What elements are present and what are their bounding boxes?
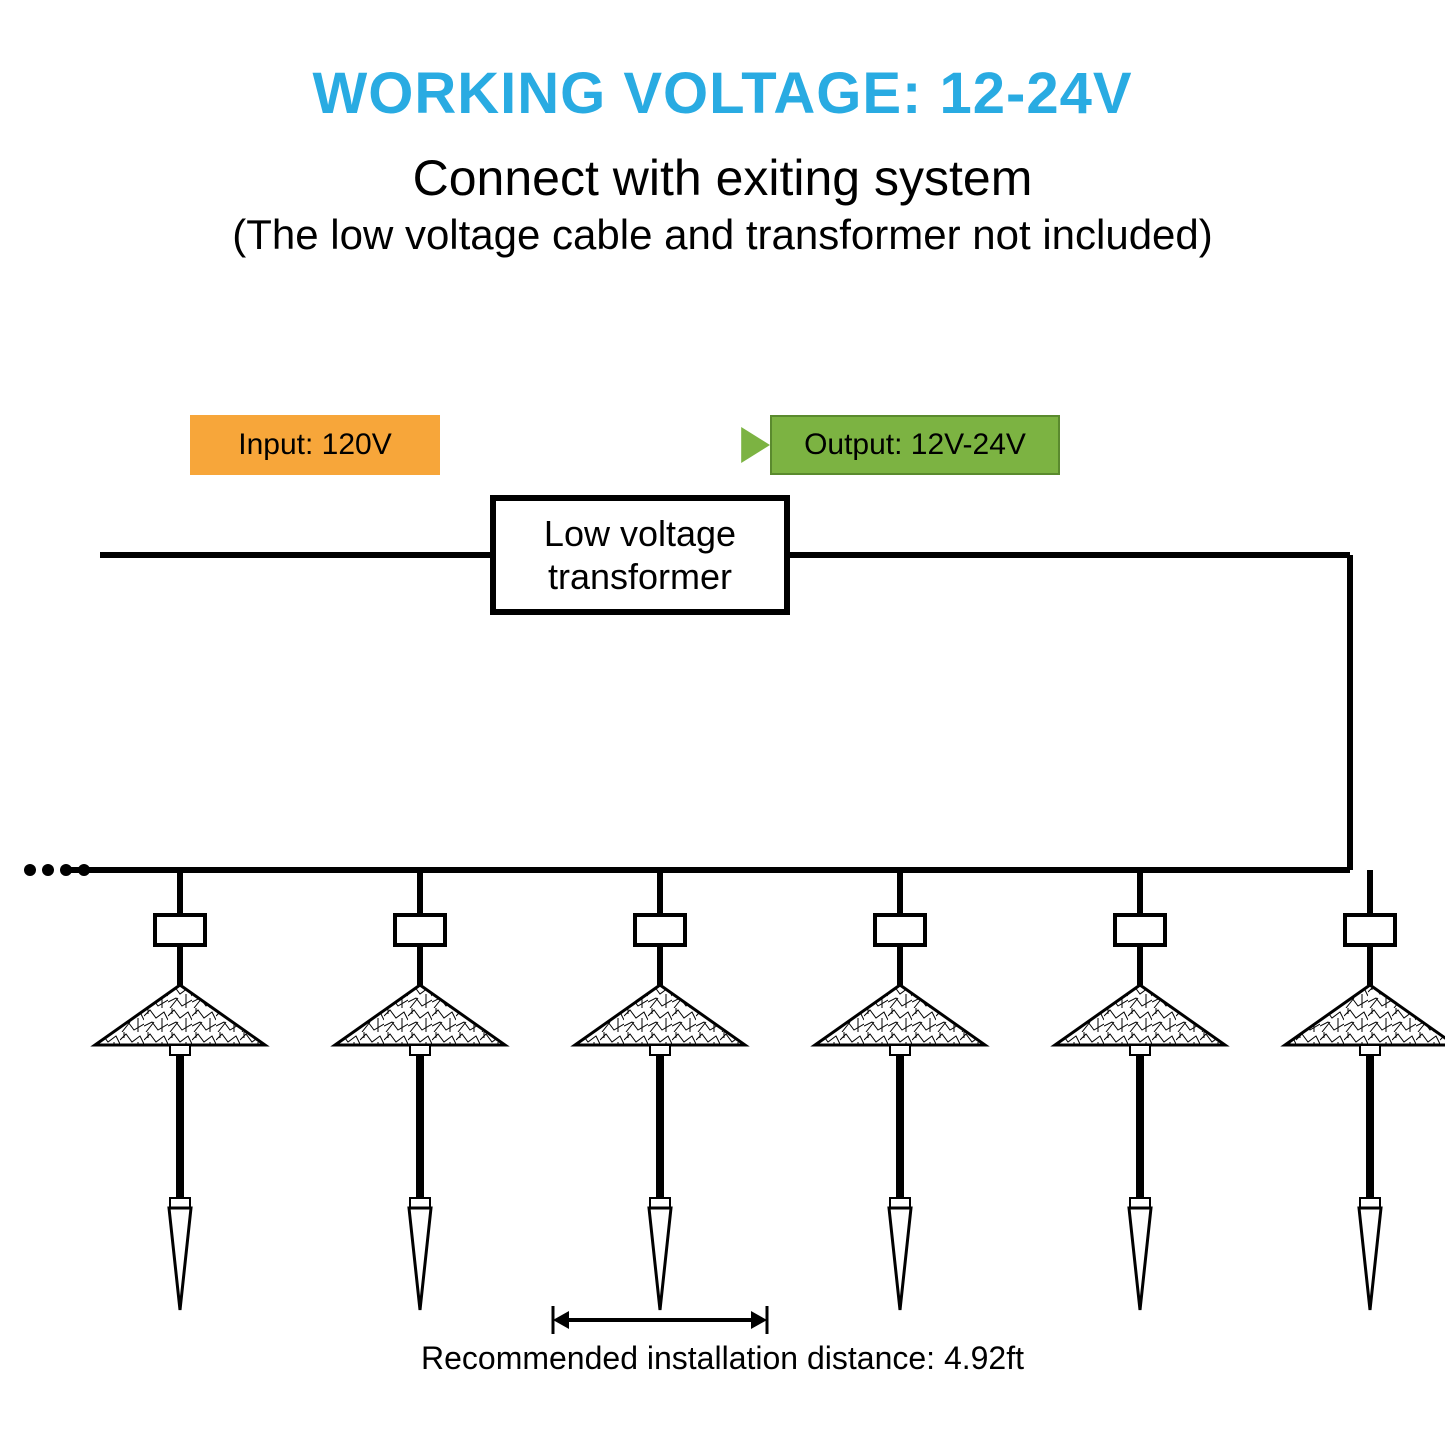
page-note: (The low voltage cable and transformer n… — [0, 211, 1445, 259]
output-voltage-box: Output: 12V-24V — [770, 415, 1060, 475]
page-subtitle: Connect with exiting system — [0, 149, 1445, 207]
input-voltage-label: Input: 120V — [238, 428, 391, 462]
transformer-box: Low voltage transformer — [490, 495, 790, 615]
output-voltage-label: Output: 12V-24V — [804, 428, 1026, 462]
page-title: WORKING VOLTAGE: 12-24V — [0, 60, 1445, 127]
transformer-label-line2: transformer — [544, 555, 736, 598]
input-voltage-box: Input: 120V — [190, 415, 440, 475]
distance-label: Recommended installation distance: 4.92f… — [0, 1340, 1445, 1377]
transformer-label-line1: Low voltage — [544, 512, 736, 555]
